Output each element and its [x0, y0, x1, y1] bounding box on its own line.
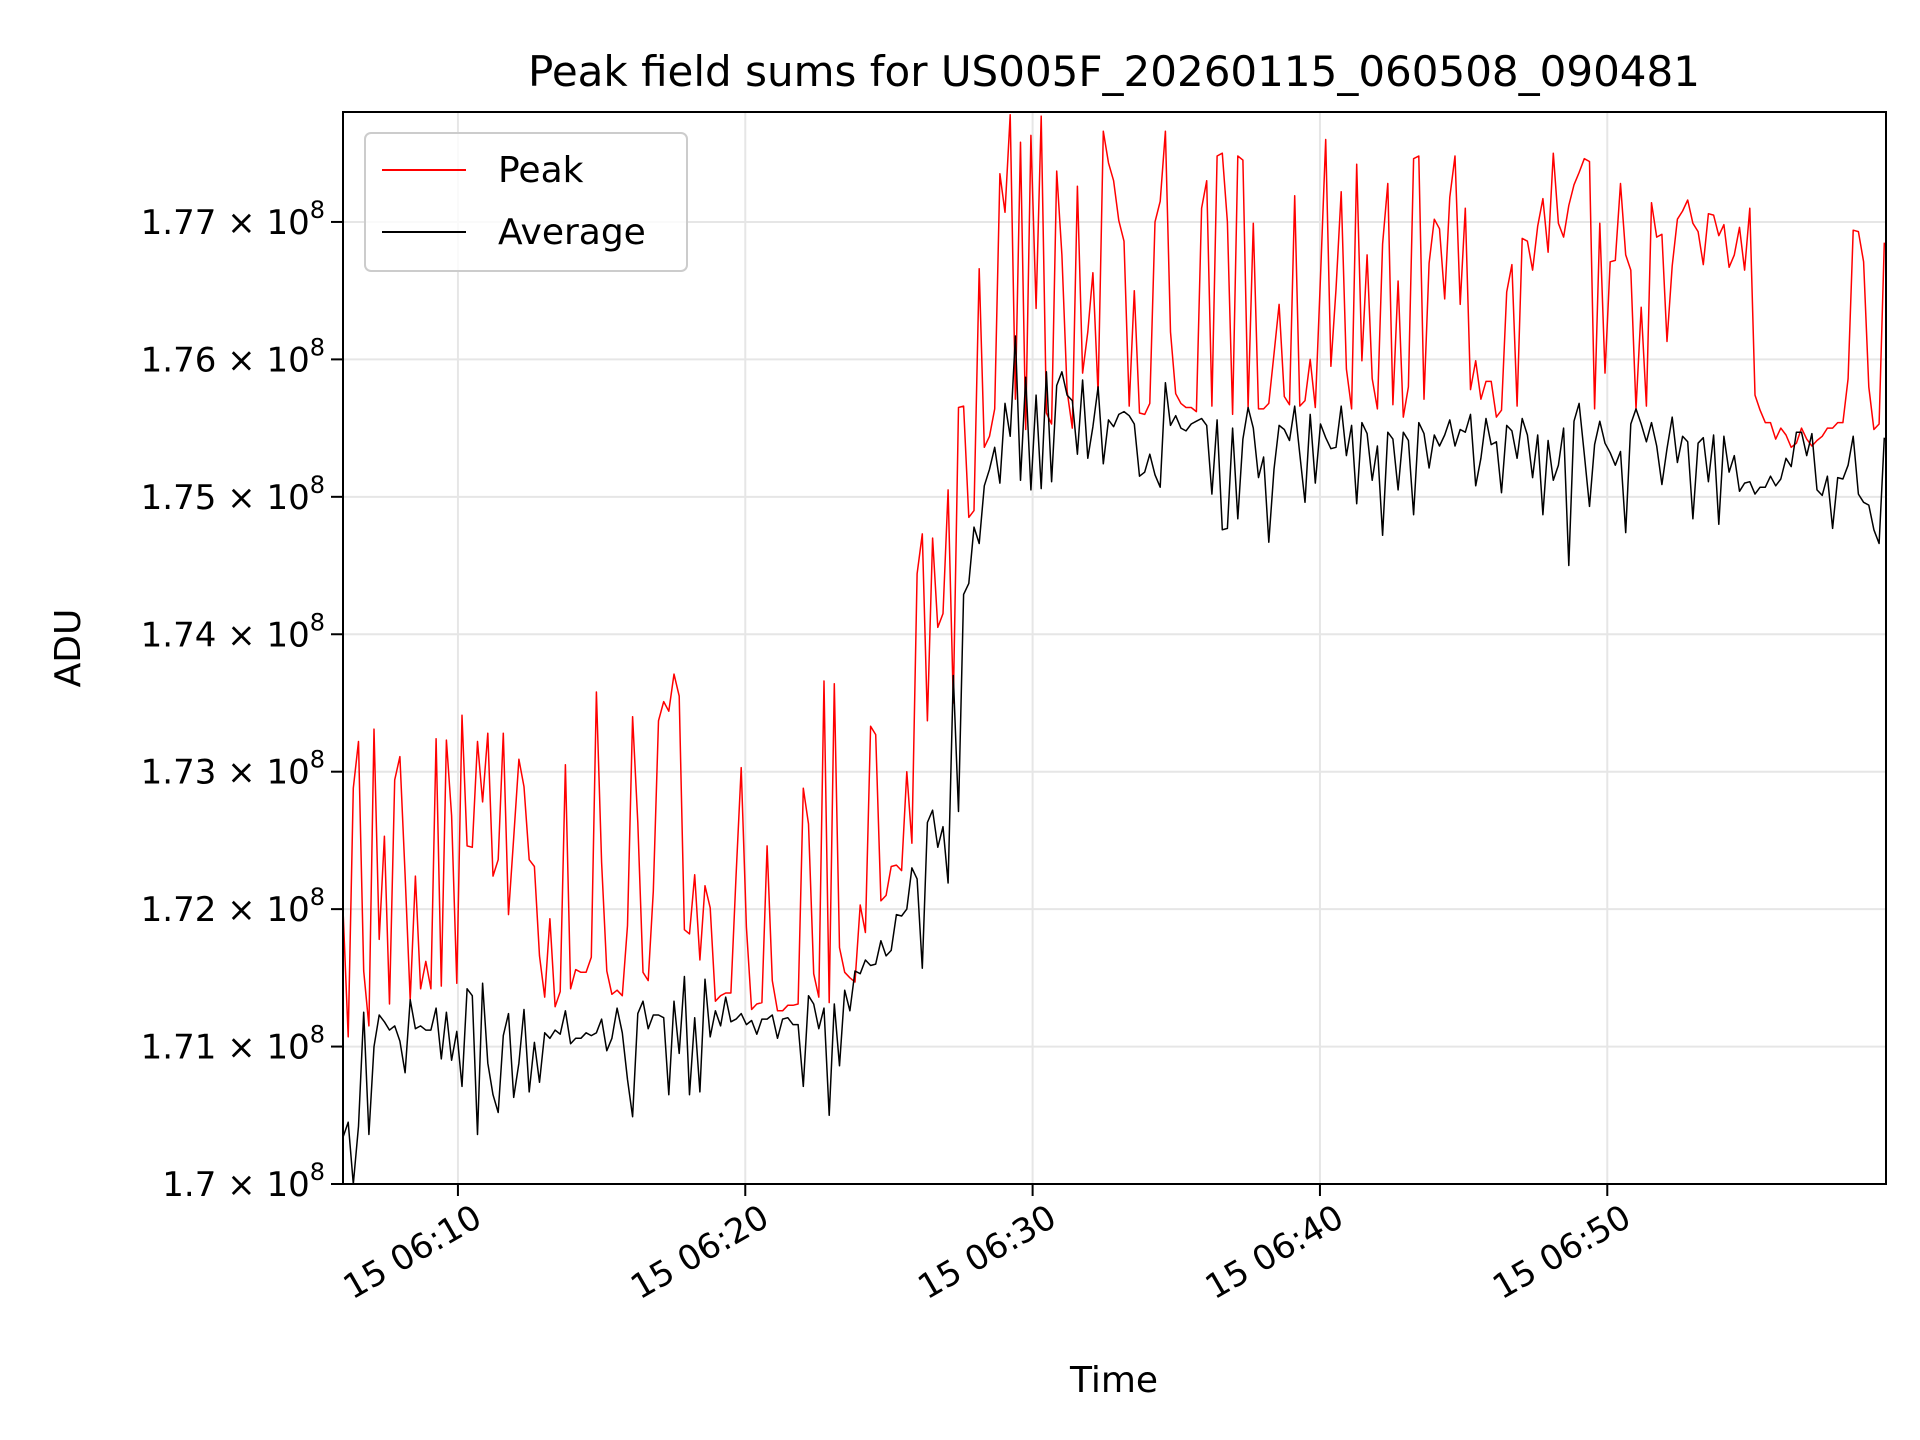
y-tick-label: 1.71 × 108 [141, 1021, 325, 1068]
legend-box [364, 132, 688, 272]
y-tick-label: 1.76 × 108 [141, 333, 325, 380]
legend-label-peak: Peak [498, 150, 584, 191]
y-tick-label: 1.73 × 108 [141, 746, 325, 793]
series-layer [343, 113, 1886, 1184]
grid [343, 112, 1886, 1184]
y-tick-label: 1.7 × 108 [162, 1158, 325, 1205]
y-tick-label: 1.75 × 108 [141, 471, 325, 518]
x-axis-label: Time [1069, 1360, 1158, 1401]
y-tick-label: 1.72 × 108 [141, 883, 325, 930]
y-axis-label: ADU [48, 609, 89, 688]
chart-title: Peak field sums for US005F_20260115_0605… [528, 47, 1700, 96]
plot-frame [342, 111, 1887, 1185]
legend-label-average: Average [498, 212, 646, 253]
y-tick-label: 1.77 × 108 [141, 196, 325, 243]
y-tick-label: 1.74 × 108 [141, 608, 325, 655]
series-line-average [343, 335, 1886, 1184]
series-line-peak [343, 113, 1886, 1038]
y-axis: 1.7 × 108 1.71 × 108 1.72 × 108 1.73 × 108 1… [141, 196, 343, 1205]
legend: Peak Average [364, 132, 688, 272]
